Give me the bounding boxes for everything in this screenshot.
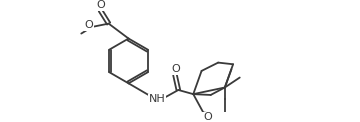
Text: O: O [203, 112, 212, 122]
Text: O: O [171, 64, 180, 74]
Text: O: O [84, 20, 93, 30]
Text: NH: NH [148, 94, 165, 104]
Text: O: O [97, 0, 105, 10]
